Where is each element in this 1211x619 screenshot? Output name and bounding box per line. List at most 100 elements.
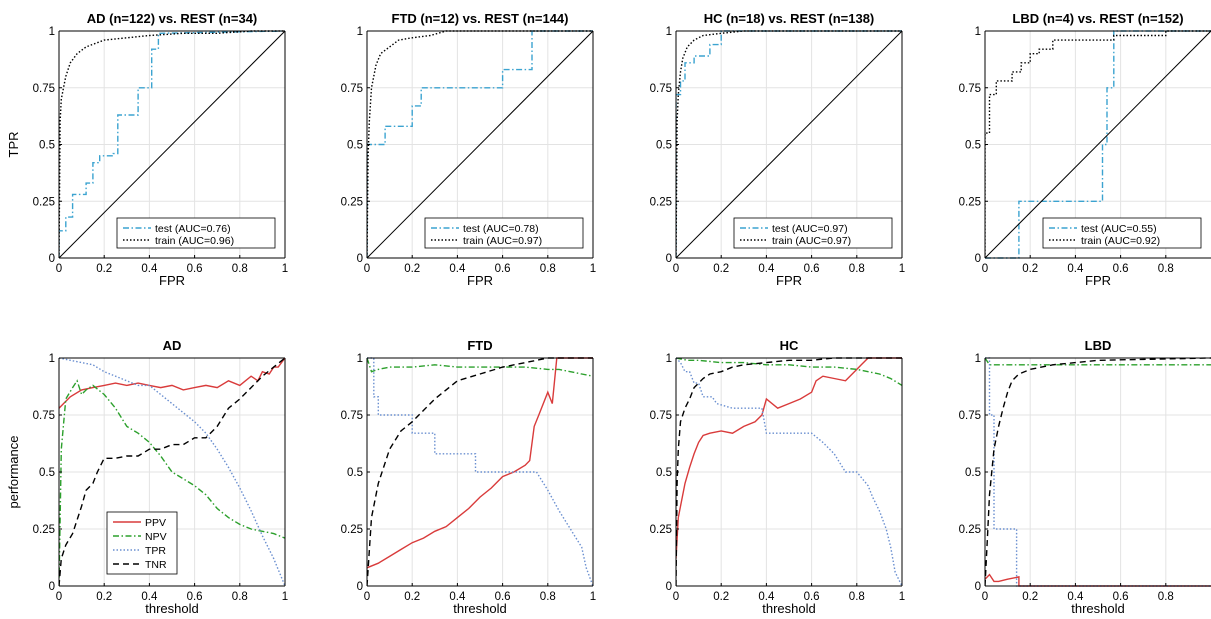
legend: test (AUC=0.97)train (AUC=0.97) [733, 217, 893, 249]
series-line-tpr [59, 357, 285, 587]
x-tick-label: 1 [899, 591, 905, 603]
chart-panel-7: 0 0.2 0.4 0.6 0.8 1 0 0.25 0.5 0.75 1 HC threshold [650, 338, 906, 616]
y-tick-label: 0.25 [959, 196, 981, 208]
x-tick-label: 0.2 [713, 591, 729, 603]
x-tick-label: 0 [56, 591, 62, 603]
chart-panel-3: 0 0.2 0.4 0.6 0.8 1 0 0.25 0.5 0.75 1 HC (n=18) vs.… [650, 11, 906, 288]
legend-label: NPV [145, 531, 167, 543]
x-tick-label: 0.2 [96, 591, 112, 603]
series-line-diagonal [985, 30, 1211, 259]
series-line-tnr [59, 357, 285, 587]
y-tick-label: 0.5 [39, 467, 55, 479]
legend-label: train (AUC=0.96) [155, 235, 234, 247]
y-tick-label: 1 [357, 353, 363, 365]
y-tick-label: 0 [49, 253, 55, 265]
series-line-npv [367, 357, 593, 377]
series-line-test [985, 30, 1211, 259]
legend-label: train (AUC=0.97) [463, 235, 542, 247]
y-tick-label: 0 [666, 581, 672, 593]
y-tick-label: 0.75 [33, 410, 55, 422]
chart-title: AD (n=122) vs. REST (n=34) [87, 11, 258, 26]
series-line-train [59, 30, 285, 259]
y-axis-label: TPR [6, 132, 21, 158]
x-tick-label: 0.8 [540, 263, 556, 275]
legend-label: PPV [145, 517, 166, 529]
x-tick-label: 0.2 [713, 263, 729, 275]
x-axis-label: threshold [762, 601, 815, 616]
x-axis-label: threshold [1071, 601, 1124, 616]
x-tick-label: 0 [364, 263, 370, 275]
y-tick-label: 1 [666, 26, 672, 38]
series-line-tnr [985, 357, 1211, 587]
y-tick-label: 0.75 [959, 410, 981, 422]
legend: test (AUC=0.55)train (AUC=0.92) [1042, 217, 1202, 249]
y-tick-label: 0.75 [959, 83, 981, 95]
series-line-npv [59, 379, 285, 587]
chart-title: FTD [467, 338, 492, 353]
x-tick-label: 0.6 [187, 263, 203, 275]
series-group [985, 30, 1211, 259]
chart-title: LBD (n=4) vs. REST (n=152) [1012, 11, 1183, 26]
series-group [59, 357, 285, 587]
x-tick-label: 0.8 [1158, 591, 1174, 603]
y-tick-label: 0.75 [650, 83, 672, 95]
x-tick-label: 0.4 [1067, 263, 1084, 275]
x-axis-label: threshold [145, 601, 198, 616]
x-tick-label: 0.6 [804, 263, 820, 275]
x-tick-label: 0.2 [1022, 591, 1038, 603]
y-tick-label: 0.25 [33, 524, 55, 536]
y-tick-label: 1 [49, 26, 55, 38]
legend-label: test (AUC=0.97) [772, 223, 848, 235]
x-axis-label: threshold [453, 601, 506, 616]
series-line-ppv [59, 357, 285, 409]
x-tick-label: 1 [899, 263, 905, 275]
y-tick-label: 0.75 [341, 410, 363, 422]
legend-label: TPR [145, 545, 166, 557]
legend: PPV NPV TPR TNR [106, 511, 178, 575]
y-tick-label: 1 [975, 353, 981, 365]
y-tick-label: 0 [357, 253, 363, 265]
y-tick-label: 0.25 [341, 196, 363, 208]
legend-box [733, 217, 893, 249]
x-tick-label: 0.2 [404, 591, 420, 603]
chart-panel-4: 0 0.2 0.4 0.6 0.8 0 0.25 0.5 0.75 1 LBD (n=4) vs. … [959, 11, 1211, 288]
legend-label: test (AUC=0.55) [1081, 223, 1157, 235]
x-tick-label: 0 [56, 263, 62, 275]
chart-title: LBD [1085, 338, 1112, 353]
x-axis-label: FPR [159, 273, 185, 288]
y-tick-label: 0.5 [965, 140, 981, 152]
y-tick-label: 0.75 [341, 83, 363, 95]
series-line-ppv [985, 573, 1211, 587]
x-tick-label: 0.2 [1022, 263, 1038, 275]
legend: test (AUC=0.76)train (AUC=0.96) [116, 217, 276, 249]
legend-label: test (AUC=0.76) [155, 223, 231, 235]
series-group [59, 30, 285, 259]
y-tick-label: 0.5 [347, 140, 363, 152]
x-tick-label: 0.4 [141, 263, 158, 275]
x-tick-label: 0.8 [232, 591, 248, 603]
x-tick-label: 0.8 [540, 591, 556, 603]
x-tick-label: 0.4 [758, 591, 775, 603]
y-tick-label: 0.25 [650, 524, 672, 536]
x-tick-label: 1 [282, 591, 288, 603]
y-tick-label: 1 [975, 26, 981, 38]
x-tick-label: 0.4 [758, 263, 775, 275]
x-axis-label: FPR [776, 273, 802, 288]
x-tick-label: 0.8 [232, 263, 248, 275]
y-tick-label: 0.25 [341, 524, 363, 536]
series-line-tnr [367, 357, 593, 587]
x-axis-label: FPR [467, 273, 493, 288]
chart-panel-2: 0 0.2 0.4 0.6 0.8 1 0 0.25 0.5 0.75 1 FTD (n=12) vs… [341, 11, 597, 288]
x-tick-label: 0.8 [849, 591, 865, 603]
legend: test (AUC=0.78)train (AUC=0.97) [424, 217, 584, 249]
series-line-npv [985, 357, 1211, 366]
legend-label: train (AUC=0.97) [772, 235, 851, 247]
y-tick-label: 0.25 [33, 196, 55, 208]
x-tick-label: 1 [590, 263, 596, 275]
y-tick-label: 0 [975, 581, 981, 593]
legend-box [116, 217, 276, 249]
y-tick-label: 0 [975, 253, 981, 265]
y-tick-label: 1 [666, 353, 672, 365]
x-tick-label: 1 [282, 263, 288, 275]
